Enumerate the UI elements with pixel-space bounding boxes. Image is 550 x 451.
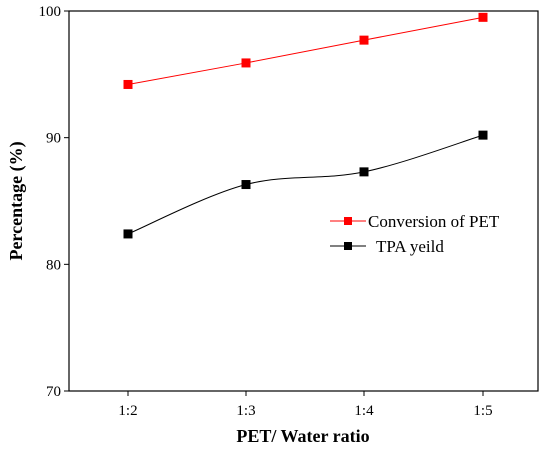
legend-marker-conversion [344, 217, 352, 225]
y-tick-label-90: 90 [46, 131, 61, 147]
data-point-0-3 [478, 12, 488, 22]
series-group [123, 12, 488, 239]
axis-ticks: 70 80 90 100 1:2 1:3 1:4 1:5 [39, 4, 493, 419]
data-point-0-1 [241, 58, 251, 68]
data-point-1-1 [241, 180, 251, 190]
data-point-1-2 [359, 167, 369, 177]
x-axis-title: PET/ Water ratio [236, 426, 369, 446]
plot-frame [68, 10, 539, 392]
x-tick-label-0: 1:2 [118, 403, 137, 419]
series-line-1 [127, 134, 484, 235]
x-tick-label-3: 1:5 [473, 403, 492, 419]
y-tick-label-70: 70 [46, 384, 61, 400]
legend-label-tpa: TPA yeild [376, 237, 444, 256]
y-tick-label-100: 100 [39, 4, 62, 20]
x-tick-label-2: 1:4 [354, 403, 374, 419]
data-point-0-2 [359, 35, 369, 45]
data-point-1-0 [123, 229, 133, 239]
legend-label-conversion: Conversion of PET [368, 212, 500, 231]
series-line-0 [127, 16, 484, 85]
y-axis-title: Percentage (%) [6, 141, 27, 260]
x-tick-label-1: 1:3 [236, 403, 255, 419]
data-point-0-0 [123, 79, 133, 89]
legend-marker-tpa [344, 242, 352, 250]
data-point-1-3 [478, 130, 488, 140]
y-tick-label-80: 80 [46, 257, 61, 273]
legend: Conversion of PET TPA yeild [330, 212, 500, 256]
